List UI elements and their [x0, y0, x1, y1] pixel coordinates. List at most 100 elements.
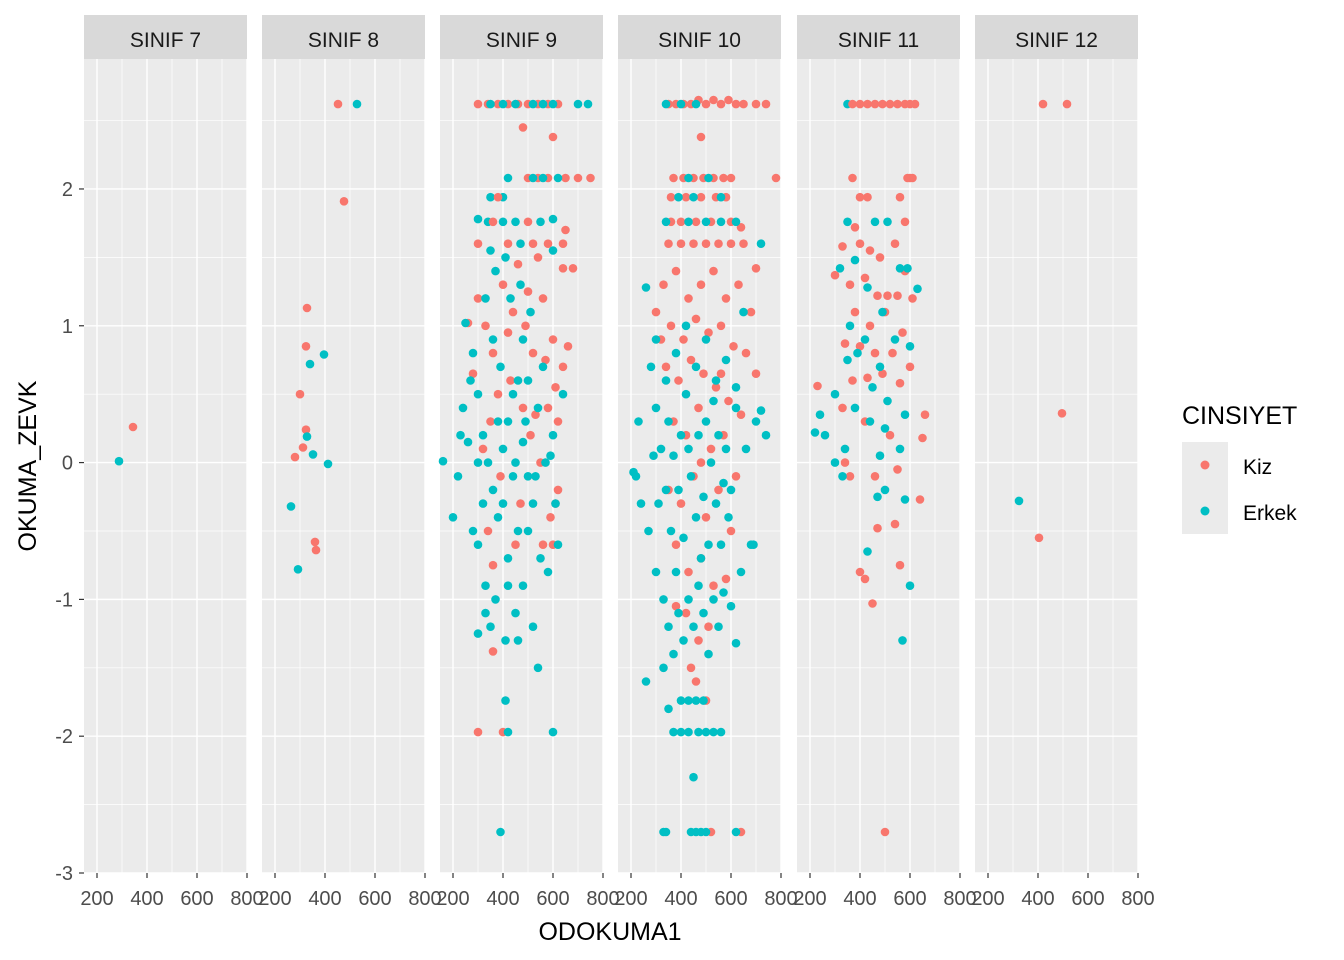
data-point-kiz	[813, 381, 822, 391]
data-point-erkek	[498, 444, 508, 454]
data-point-erkek	[681, 321, 691, 331]
data-point-erkek	[558, 389, 568, 399]
data-point-kiz	[666, 192, 676, 202]
data-point-kiz	[548, 335, 558, 344]
data-point-erkek	[681, 389, 691, 399]
data-point-kiz	[506, 376, 515, 385]
data-point-erkek	[684, 696, 693, 705]
data-point-kiz	[731, 99, 741, 109]
data-point-kiz	[855, 342, 865, 351]
data-point-erkek	[845, 321, 855, 331]
x-tick-label: 200	[614, 888, 647, 910]
data-point-kiz	[696, 458, 706, 467]
data-point-erkek	[516, 280, 525, 290]
data-point-erkek	[684, 595, 693, 604]
data-point-kiz	[521, 321, 530, 331]
data-point-erkek	[711, 499, 721, 508]
data-point-erkek	[654, 499, 663, 508]
data-point-kiz	[885, 430, 895, 440]
data-point-kiz	[302, 303, 312, 313]
data-point-erkek	[478, 430, 488, 440]
data-point-erkek	[716, 540, 726, 549]
data-point-erkek	[661, 376, 671, 385]
y-tick-label: -3	[55, 863, 73, 885]
data-point-erkek	[676, 696, 686, 705]
data-point-erkek	[671, 567, 681, 577]
data-point-erkek	[533, 663, 543, 673]
data-point-erkek	[880, 424, 890, 433]
data-point-erkek	[508, 472, 518, 481]
panel-sinif-12: SINIF 12 200 400 600 800	[971, 15, 1155, 910]
data-point-kiz	[483, 526, 493, 536]
data-point-erkek	[448, 513, 458, 522]
data-point-erkek	[900, 495, 910, 504]
data-point-kiz	[895, 378, 905, 388]
data-point-erkek	[501, 636, 510, 645]
data-point-erkek	[541, 458, 550, 467]
data-point-erkek	[721, 355, 731, 365]
data-point-erkek	[491, 595, 500, 604]
data-point-kiz	[736, 223, 746, 232]
data-point-kiz	[1062, 99, 1072, 109]
y-axis: -3 -2 -1 0 1 2	[55, 179, 84, 885]
y-tick-label: -1	[55, 589, 73, 611]
data-point-kiz	[666, 321, 676, 331]
data-point-erkek	[701, 417, 711, 426]
data-point-erkek	[488, 335, 498, 344]
data-point-erkek	[641, 283, 651, 292]
data-point-erkek	[481, 608, 490, 618]
data-point-kiz	[908, 173, 917, 183]
data-point-kiz	[850, 307, 860, 317]
legend-key-background	[1182, 442, 1228, 534]
data-point-kiz	[878, 369, 887, 379]
data-point-kiz	[863, 192, 872, 202]
data-point-kiz	[716, 99, 726, 109]
data-point-kiz	[734, 280, 743, 290]
data-point-kiz	[339, 197, 349, 206]
data-point-kiz	[686, 355, 696, 365]
data-point-kiz	[676, 217, 686, 227]
data-point-erkek	[903, 264, 912, 273]
data-point-erkek	[674, 192, 683, 202]
data-point-kiz	[840, 458, 850, 467]
data-point-erkek	[498, 99, 508, 109]
data-point-erkek	[523, 526, 533, 536]
data-point-kiz	[751, 99, 761, 109]
x-tick-label: 200	[258, 888, 291, 910]
data-point-erkek	[661, 827, 671, 837]
data-point-erkek	[498, 499, 508, 508]
data-point-erkek	[548, 246, 558, 255]
data-point-erkek	[863, 547, 872, 556]
data-point-kiz	[548, 132, 558, 142]
data-point-erkek	[493, 513, 503, 522]
data-point-erkek	[463, 437, 473, 447]
data-point-erkek	[573, 99, 583, 109]
data-point-erkek	[873, 492, 882, 502]
x-tick-label: 200	[971, 888, 1004, 910]
data-point-kiz	[671, 601, 681, 611]
data-point-kiz	[681, 608, 691, 618]
data-point-kiz	[493, 192, 503, 202]
data-point-kiz	[860, 574, 870, 584]
data-point-kiz	[691, 217, 701, 227]
data-point-kiz	[553, 417, 563, 426]
data-point-erkek	[518, 581, 528, 590]
data-point-erkek	[456, 430, 465, 440]
data-point-kiz	[895, 560, 905, 570]
data-point-kiz	[716, 369, 726, 379]
data-point-kiz	[573, 173, 583, 183]
data-point-erkek	[634, 417, 643, 426]
data-point-erkek	[503, 554, 513, 563]
data-point-erkek	[890, 335, 900, 344]
data-point-erkek	[352, 99, 362, 109]
data-point-kiz	[486, 417, 495, 426]
data-point-erkek	[511, 458, 520, 467]
data-point-erkek	[853, 348, 862, 358]
data-point-erkek	[481, 581, 490, 590]
data-point-kiz	[719, 173, 728, 183]
data-point-kiz	[739, 99, 748, 109]
data-point-kiz	[586, 173, 595, 183]
data-point-kiz	[488, 217, 498, 227]
data-point-kiz	[890, 239, 900, 248]
data-point-erkek	[691, 696, 701, 705]
